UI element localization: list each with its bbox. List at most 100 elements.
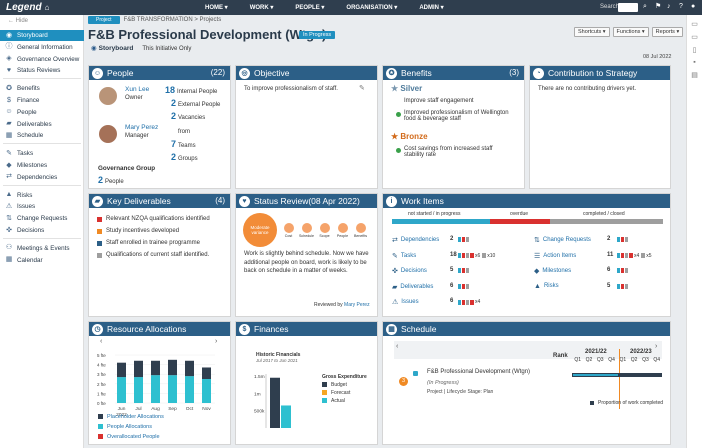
deliverable-item[interactable]: Staff enrolled in trainee programme bbox=[97, 237, 210, 249]
sidebar-item-schedule[interactable]: ▦ Schedule bbox=[0, 130, 84, 141]
work-items-header[interactable]: i Work Items bbox=[383, 194, 670, 208]
objective-header[interactable]: ◎ Objective bbox=[236, 66, 377, 80]
sidebar-item-benefits[interactable]: ✪ Benefits bbox=[0, 83, 84, 94]
contribution-header[interactable]: ◔ Contribution to Strategy bbox=[530, 66, 670, 80]
teams-stat[interactable]: 7 Teams bbox=[171, 139, 196, 149]
work-item-dependencies[interactable]: ⇄ Dependencies bbox=[392, 237, 440, 244]
schedule-header[interactable]: ▦ Schedule bbox=[383, 322, 670, 336]
sidebar-item-governance-overview[interactable]: ◈ Governance Overview bbox=[0, 54, 84, 65]
bar-placeholder-allocations[interactable] bbox=[134, 360, 143, 378]
vacancies-stat[interactable]: 2 Vacancies bbox=[171, 111, 206, 121]
bar-placeholder-allocations[interactable] bbox=[151, 360, 160, 376]
benefit-silver-1[interactable]: Improve staff engagement bbox=[404, 98, 474, 104]
nav-people[interactable]: PEOPLE ▾ bbox=[295, 5, 325, 11]
bar-placeholder-allocations[interactable] bbox=[202, 367, 211, 379]
sidebar-item-risks[interactable]: ▲ Risks bbox=[0, 190, 84, 201]
edit-pencil-icon[interactable]: ✎ bbox=[359, 85, 365, 92]
nav-home[interactable]: HOME ▾ bbox=[205, 5, 228, 11]
status-dimension-scope[interactable]: Scope bbox=[317, 223, 332, 238]
search-input[interactable] bbox=[618, 3, 638, 12]
bell-icon[interactable]: ♪ bbox=[667, 3, 671, 10]
user-icon[interactable]: ● bbox=[691, 3, 696, 10]
sidebar-item-milestones[interactable]: ◆ Milestones bbox=[0, 160, 84, 171]
functions-button[interactable]: Functions ▾ bbox=[612, 27, 649, 37]
work-item-tasks[interactable]: ✎ Tasks bbox=[392, 252, 417, 260]
nav-work[interactable]: WORK ▾ bbox=[249, 5, 274, 11]
sidebar-item-status-reviews[interactable]: ♥ Status Reviews bbox=[0, 65, 84, 76]
bar-people-allocations[interactable] bbox=[168, 375, 177, 403]
hide-sidebar-button[interactable]: ← Hide bbox=[8, 18, 29, 24]
status-dimension-schedule[interactable]: Schedule bbox=[299, 223, 314, 238]
search-icon[interactable]: ⌕ bbox=[643, 3, 647, 10]
sidebar-item-storyboard[interactable]: ◉ Storyboard bbox=[0, 30, 84, 41]
people-header[interactable]: ☺ People (22) bbox=[89, 66, 230, 80]
sidebar-item-finance[interactable]: $ Finance bbox=[0, 95, 84, 106]
nav-organisation[interactable]: ORGANISATION ▾ bbox=[346, 5, 398, 11]
work-item-issues[interactable]: ⚠ Issues bbox=[392, 299, 419, 306]
sidebar-item-calendar[interactable]: ▦ Calendar bbox=[0, 255, 84, 266]
bar-people-allocations[interactable] bbox=[117, 377, 126, 403]
next-arrow-icon[interactable]: › bbox=[215, 338, 218, 345]
schedule-row-title[interactable]: F&B Professional Development (Wtgn) bbox=[427, 369, 531, 375]
manager-name[interactable]: Mary Perez bbox=[125, 124, 159, 131]
benefit-bronze-1[interactable]: Cost savings from increased staff stabil… bbox=[404, 146, 493, 158]
home-icon[interactable]: ⌂ bbox=[44, 3, 50, 12]
sidebar-item-issues[interactable]: ⚠ Issues bbox=[0, 201, 84, 212]
sidebar-item-general-information[interactable]: ⓘ General Information bbox=[0, 42, 84, 53]
comment-icon[interactable]: ▭ bbox=[691, 34, 698, 41]
bar-people-allocations[interactable] bbox=[134, 377, 143, 403]
bar-budget[interactable] bbox=[270, 377, 280, 428]
sidebar-item-tasks[interactable]: ✎ Tasks bbox=[0, 148, 84, 159]
resources-header[interactable]: ◷ Resource Allocations bbox=[89, 322, 230, 336]
app-logo[interactable]: Legend ⌂ bbox=[6, 2, 50, 13]
shortcuts-button[interactable]: Shortcuts ▾ bbox=[574, 27, 610, 37]
reports-button[interactable]: Reports ▾ bbox=[651, 27, 684, 37]
print-icon[interactable]: ▤ bbox=[691, 72, 698, 79]
bar-people-allocations[interactable] bbox=[151, 375, 160, 403]
sidebar-item-people[interactable]: ☺ People bbox=[0, 107, 84, 118]
work-item-deliverables[interactable]: ▰ Deliverables bbox=[392, 283, 434, 291]
deliverable-item[interactable]: Qualifications of current staff identifi… bbox=[97, 249, 210, 261]
benefits-header[interactable]: ✪ Benefits (3) bbox=[383, 66, 524, 80]
benefit-silver-2[interactable]: Improved professionalism of Wellington f… bbox=[404, 110, 509, 122]
owner-avatar[interactable] bbox=[99, 87, 117, 105]
groups-stat[interactable]: 2 Groups bbox=[171, 152, 198, 162]
sidebar-item-meetings-events[interactable]: ⚇ Meetings & Events bbox=[0, 243, 84, 254]
help-icon[interactable]: ? bbox=[679, 3, 683, 10]
prev-arrow-icon[interactable]: ‹ bbox=[100, 338, 103, 345]
bar-actual[interactable] bbox=[281, 405, 291, 428]
sidebar-item-deliverables[interactable]: ▰ Deliverables bbox=[0, 119, 84, 130]
work-item-milestones[interactable]: ◆ Milestones bbox=[534, 268, 572, 275]
owner-name[interactable]: Xun Lee bbox=[125, 86, 150, 93]
prev-arrow-icon[interactable]: ‹ bbox=[396, 343, 399, 350]
work-item-action-items[interactable]: ☰ Action Items bbox=[534, 252, 577, 260]
status-dimension-cost[interactable]: Cost bbox=[281, 223, 296, 238]
breadcrumb[interactable]: F&B TRANSFORMATION > Projects bbox=[123, 17, 222, 23]
status-dimension-people[interactable]: People bbox=[335, 223, 350, 238]
governance-people-stat[interactable]: 2 People bbox=[98, 175, 124, 185]
sidebar-item-dependencies[interactable]: ⇄ Dependencies bbox=[0, 172, 84, 183]
finances-header[interactable]: $ Finances bbox=[236, 322, 377, 336]
external-people-stat[interactable]: 2 External People bbox=[171, 98, 221, 108]
bar-people-allocations[interactable] bbox=[185, 376, 194, 403]
document-icon[interactable]: ▯ bbox=[692, 47, 697, 54]
sidebar-item-change-requests[interactable]: ⇅ Change Requests bbox=[0, 213, 84, 224]
chat-icon[interactable]: ▭ bbox=[691, 21, 698, 28]
bar-placeholder-allocations[interactable] bbox=[168, 359, 177, 376]
work-item-decisions[interactable]: ✜ Decisions bbox=[392, 268, 427, 275]
lock-icon[interactable]: ▪ bbox=[693, 59, 696, 66]
deliverable-item[interactable]: Study incentives developed bbox=[97, 225, 210, 237]
bar-people-allocations[interactable] bbox=[202, 379, 211, 403]
bar-placeholder-allocations[interactable] bbox=[117, 362, 126, 378]
work-item-risks[interactable]: ▲ Risks bbox=[534, 282, 559, 290]
deliverables-header[interactable]: ▰ Key Deliverables (4) bbox=[89, 194, 230, 208]
work-item-change-requests[interactable]: ⇅ Change Requests bbox=[534, 237, 591, 244]
next-arrow-icon[interactable]: › bbox=[655, 343, 658, 350]
flag-icon[interactable]: ⚑ bbox=[655, 3, 662, 10]
nav-admin[interactable]: ADMIN ▾ bbox=[419, 5, 444, 11]
bar-placeholder-allocations[interactable] bbox=[185, 360, 194, 377]
deliverable-item[interactable]: Relevant NZQA qualifications identified bbox=[97, 213, 210, 225]
manager-avatar[interactable] bbox=[99, 125, 117, 143]
overall-status-circle[interactable]: Moderate variance bbox=[243, 213, 277, 247]
internal-people-stat[interactable]: 18 Internal People bbox=[165, 85, 218, 95]
